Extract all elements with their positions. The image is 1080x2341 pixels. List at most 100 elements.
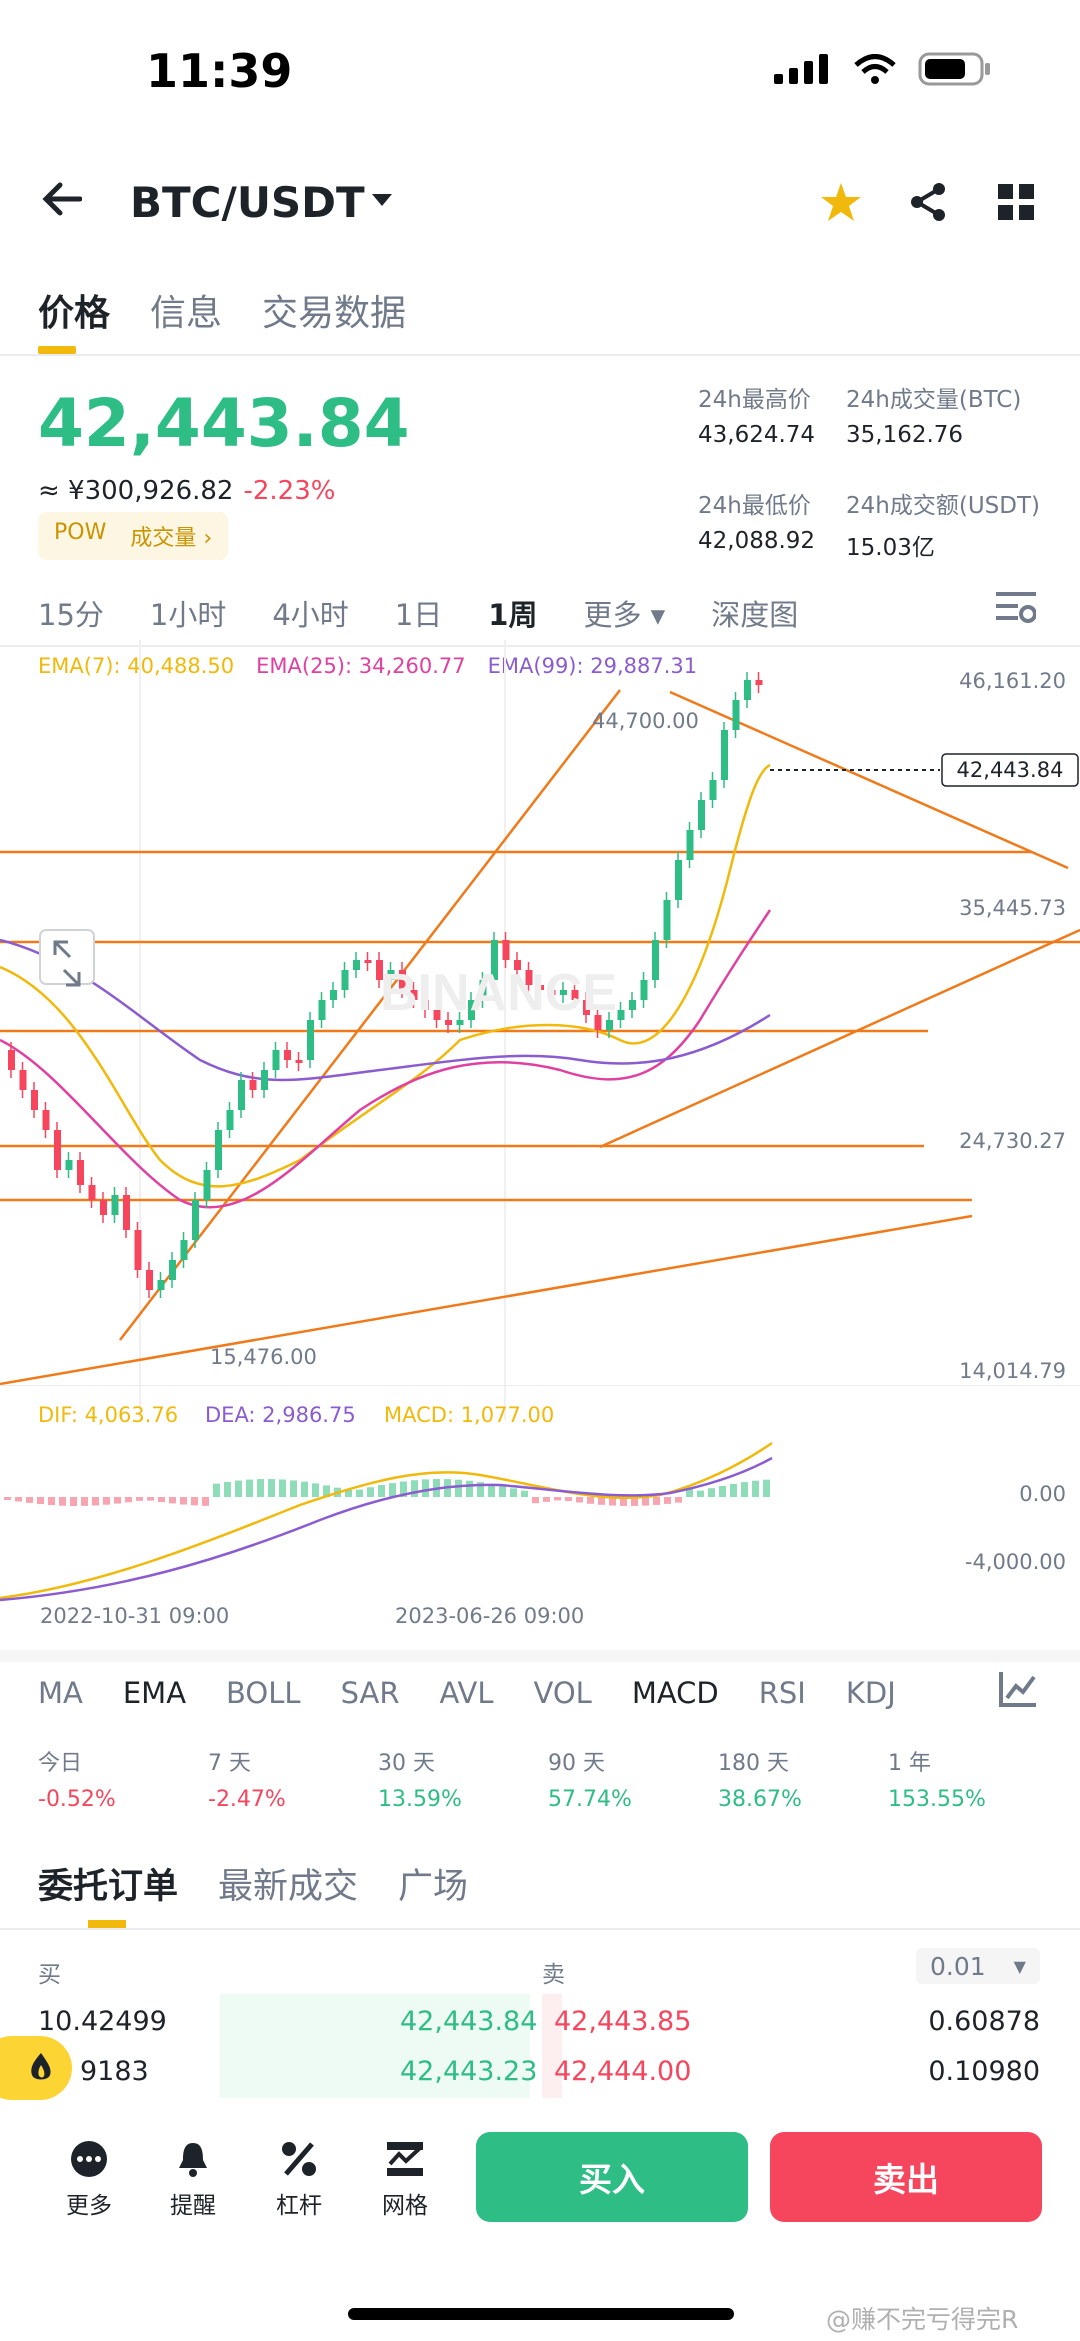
ind-avl[interactable]: AVL bbox=[439, 1676, 494, 1710]
macd-histogram-bar bbox=[554, 1497, 561, 1501]
ind-kdj[interactable]: KDJ bbox=[845, 1676, 896, 1710]
signal-icon bbox=[774, 54, 828, 84]
perf-value: 38.67% bbox=[718, 1787, 802, 1812]
precision-select[interactable]: 0.01 ▼ bbox=[916, 1948, 1040, 1984]
grid-menu-icon[interactable] bbox=[998, 184, 1034, 220]
candle-body bbox=[88, 1185, 96, 1200]
ask-price[interactable]: 42,444.00 bbox=[554, 2056, 692, 2087]
nav-alert[interactable]: 提醒 bbox=[158, 2140, 228, 2220]
macd-histogram-bar bbox=[576, 1497, 583, 1503]
ema25-line bbox=[0, 909, 772, 1209]
stat-high-label: 24h最高价 bbox=[698, 387, 811, 413]
battery-icon bbox=[918, 52, 990, 86]
ind-vol[interactable]: VOL bbox=[533, 1676, 592, 1710]
ema99-line bbox=[0, 938, 771, 1082]
share-icon[interactable] bbox=[908, 182, 948, 222]
candle-body bbox=[606, 1020, 613, 1030]
candle-body bbox=[675, 860, 682, 900]
divider bbox=[0, 1928, 1080, 1930]
macd-histogram-bar bbox=[4, 1497, 11, 1500]
bid-price[interactable]: 42,443.84 bbox=[400, 2006, 538, 2037]
indicator-edit-icon[interactable] bbox=[998, 1670, 1038, 1708]
ind-ema[interactable]: EMA bbox=[122, 1676, 187, 1710]
ind-macd[interactable]: MACD bbox=[631, 1676, 719, 1710]
tab-order-book[interactable]: 委托订单 bbox=[38, 1858, 178, 1928]
ema99-label: EMA(99): 29,887.31 bbox=[487, 654, 698, 678]
sell-button[interactable]: 卖出 bbox=[770, 2132, 1042, 2222]
macd-histogram-bar bbox=[345, 1490, 352, 1497]
ind-sar[interactable]: SAR bbox=[340, 1676, 400, 1710]
macd-histogram-bar bbox=[389, 1483, 396, 1497]
current-price-box bbox=[941, 753, 1079, 787]
cny-value: ≈ ¥300,926.82 bbox=[38, 476, 234, 506]
status-time: 11:39 bbox=[146, 44, 293, 98]
nav-grid[interactable]: 网格 bbox=[370, 2140, 440, 2220]
favorite-star-icon[interactable] bbox=[820, 182, 862, 222]
macd-histogram-bar bbox=[213, 1483, 220, 1497]
tab-square[interactable]: 广场 bbox=[398, 1867, 469, 1907]
fullscreen-icon[interactable] bbox=[39, 929, 95, 987]
binance-watermark: BINANCE bbox=[380, 964, 617, 1022]
floating-fire-button[interactable] bbox=[0, 2036, 72, 2100]
macd-histogram-bar bbox=[301, 1481, 308, 1497]
back-arrow-icon[interactable] bbox=[42, 182, 82, 216]
ask-price[interactable]: 42,443.85 bbox=[554, 2006, 692, 2037]
macd-histogram-bar bbox=[477, 1482, 484, 1497]
ind-rsi[interactable]: RSI bbox=[758, 1676, 806, 1710]
perf-value: 13.59% bbox=[378, 1787, 462, 1812]
interval-4h[interactable]: 4小时 bbox=[272, 598, 349, 632]
volume-link[interactable]: 成交量 › bbox=[130, 526, 213, 551]
candle-body bbox=[249, 1080, 257, 1090]
macd-histogram-bar bbox=[466, 1480, 473, 1497]
nav-grid-label: 网格 bbox=[382, 2193, 428, 2219]
tab-price[interactable]: 价格 bbox=[38, 284, 110, 354]
macd-histogram-bar bbox=[620, 1497, 627, 1506]
interval-1d[interactable]: 1日 bbox=[394, 598, 443, 632]
candle-body bbox=[364, 960, 372, 963]
candle-body bbox=[640, 980, 648, 1000]
ind-boll[interactable]: BOLL bbox=[226, 1676, 301, 1710]
macd-histogram-bar bbox=[257, 1479, 264, 1497]
price-chart[interactable]: BINANCE 46,161.20 35,445.73 24,730.27 14… bbox=[0, 640, 1080, 1640]
pair-dropdown-icon[interactable] bbox=[372, 194, 392, 208]
candle-body bbox=[134, 1230, 142, 1270]
time-axis-label: 2023-06-26 09:00 bbox=[395, 1604, 584, 1628]
pair-title[interactable]: BTC/USDT bbox=[130, 178, 365, 227]
perf-label: 1 年 bbox=[888, 1751, 931, 1776]
macd-histogram-bar bbox=[356, 1489, 363, 1497]
macd-histogram-bar bbox=[686, 1489, 693, 1497]
ind-ma[interactable]: MA bbox=[38, 1676, 83, 1710]
macd-histogram-bar bbox=[125, 1497, 132, 1503]
interval-1w[interactable]: 1周 bbox=[488, 598, 538, 632]
buy-button[interactable]: 买入 bbox=[476, 2132, 748, 2222]
low-annotation: 15,476.00 bbox=[210, 1345, 317, 1369]
interval-more[interactable]: 更多 ▾ bbox=[583, 598, 666, 632]
macd-histogram-bar bbox=[609, 1497, 616, 1506]
high-annotation: 44,700.00 bbox=[592, 709, 699, 733]
macd-histogram-bar bbox=[158, 1497, 165, 1503]
candle-body bbox=[491, 940, 498, 980]
macd-histogram-bar bbox=[763, 1479, 770, 1497]
chart-settings-icon[interactable] bbox=[996, 590, 1036, 626]
grid-bot-icon bbox=[387, 2142, 423, 2176]
interval-1h[interactable]: 1小时 bbox=[149, 598, 227, 632]
depth-chart-tab[interactable]: 深度图 bbox=[711, 598, 799, 632]
tab-latest-trades[interactable]: 最新成交 bbox=[218, 1867, 359, 1907]
nav-more[interactable]: 更多 bbox=[54, 2140, 124, 2220]
macd-histogram-bar bbox=[70, 1497, 77, 1506]
bid-price[interactable]: 42,443.23 bbox=[400, 2056, 538, 2087]
wifi-icon bbox=[854, 54, 896, 84]
candle-body bbox=[192, 1200, 199, 1240]
macd-histogram-bar bbox=[323, 1485, 330, 1497]
price-axis-label: 14,014.79 bbox=[959, 1359, 1066, 1383]
nav-margin[interactable]: 杠杆 bbox=[264, 2140, 334, 2220]
pow-tag[interactable]: POW 成交量 › bbox=[38, 512, 229, 560]
interval-15m[interactable]: 15分 bbox=[38, 598, 104, 632]
price-cny: ≈ ¥300,926.82 -2.23% bbox=[38, 476, 335, 506]
macd-histogram-bar bbox=[730, 1483, 737, 1497]
price-axis-label: 24,730.27 bbox=[959, 1129, 1066, 1153]
macd-histogram-bar bbox=[191, 1497, 198, 1506]
buy-label: 买 bbox=[38, 1962, 61, 1988]
tab-trading-data[interactable]: 交易数据 bbox=[262, 293, 407, 334]
tab-info[interactable]: 信息 bbox=[150, 293, 223, 334]
